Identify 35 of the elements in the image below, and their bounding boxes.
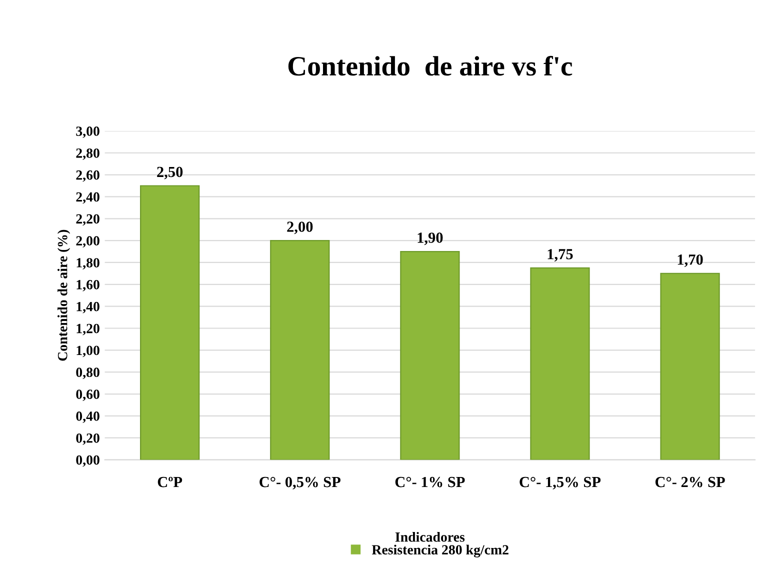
y-axis-title: Contenido de aire (%)	[57, 230, 70, 361]
y-tick-label: 1,40	[76, 302, 100, 314]
y-tick-label: 2,40	[76, 192, 100, 204]
y-tick-label: 1,60	[76, 280, 100, 292]
y-tick-label: 0,20	[76, 433, 100, 445]
chart-title: Contenido de aire vs f'c	[288, 56, 572, 76]
y-tick-label: 2,20	[76, 214, 100, 226]
data-label: 1,90	[418, 232, 443, 246]
data-label: 2,50	[157, 166, 183, 180]
y-tick-label: 0,00	[76, 455, 100, 467]
bar	[660, 272, 720, 460]
y-tick-label: 2,60	[76, 170, 100, 182]
data-label: 2,00	[287, 222, 313, 234]
y-tick-label: 2,80	[76, 148, 100, 160]
x-tick-label: CºP	[158, 476, 182, 488]
y-tick-label: 1,80	[76, 258, 100, 270]
y-tick-label: 0,60	[76, 390, 100, 401]
bar	[140, 185, 200, 460]
y-tick-label: 1,20	[76, 324, 100, 336]
legend-label: Resistencia 280 kg/cm2	[372, 544, 508, 558]
x-tick-label: C°- 0,5% SP	[260, 476, 340, 490]
y-tick-label: 3,00	[76, 126, 100, 138]
data-label: 1,75	[548, 249, 573, 262]
data-label: 1,70	[678, 254, 703, 267]
bar	[270, 240, 330, 460]
y-tick-label: 2,00	[76, 236, 100, 248]
x-tick-label: C°- 2% SP	[655, 476, 725, 488]
y-tick-label: 1,00	[76, 346, 100, 358]
y-tick-label: 0,40	[76, 412, 100, 423]
bar	[400, 250, 460, 460]
y-tick-label: 0,80	[76, 368, 100, 380]
x-axis-title: Indicadores	[395, 532, 465, 542]
x-tick-label: C°- 1,5% SP	[520, 476, 601, 490]
bar	[530, 267, 590, 460]
x-tick-label: C°- 1% SP	[395, 476, 465, 488]
